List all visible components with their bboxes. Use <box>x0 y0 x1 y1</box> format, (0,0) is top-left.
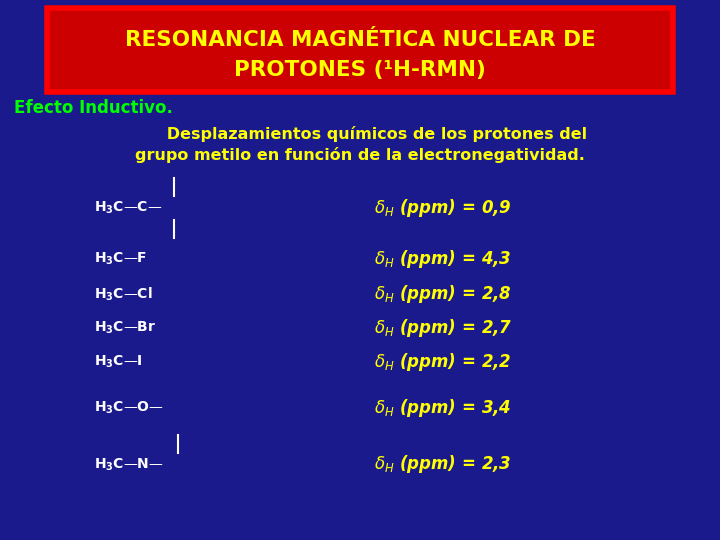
Text: $\mathregular{H_3C}$—C—: $\mathregular{H_3C}$—C— <box>94 200 162 216</box>
Text: $\mathregular{H_3C}$—Br: $\mathregular{H_3C}$—Br <box>94 320 156 336</box>
Text: Efecto Inductivo.: Efecto Inductivo. <box>14 99 174 117</box>
Text: $\delta_H$ (ppm) = 2,7: $\delta_H$ (ppm) = 2,7 <box>374 317 513 339</box>
FancyBboxPatch shape <box>47 8 673 92</box>
Text: RESONANCIA MAGNÉTICA NUCLEAR DE: RESONANCIA MAGNÉTICA NUCLEAR DE <box>125 30 595 51</box>
Text: grupo metilo en función de la electronegatividad.: grupo metilo en función de la electroneg… <box>135 147 585 163</box>
Text: $\mathregular{H_3C}$—N—: $\mathregular{H_3C}$—N— <box>94 456 163 472</box>
Text: Desplazamientos químicos de los protones del: Desplazamientos químicos de los protones… <box>133 126 587 142</box>
Text: PROTONES (¹H-RMN): PROTONES (¹H-RMN) <box>234 60 486 80</box>
Text: $\mathregular{H_3C}$—I: $\mathregular{H_3C}$—I <box>94 354 143 370</box>
Text: $\delta_H$ (ppm) = 2,2: $\delta_H$ (ppm) = 2,2 <box>374 351 512 373</box>
Text: $\delta_H$ (ppm) = 3,4: $\delta_H$ (ppm) = 3,4 <box>374 397 512 418</box>
Text: $\delta_H$ (ppm) = 2,8: $\delta_H$ (ppm) = 2,8 <box>374 284 512 305</box>
Text: $\mathregular{H_3C}$—F: $\mathregular{H_3C}$—F <box>94 251 147 267</box>
Text: $\mathregular{H_3C}$—O—: $\mathregular{H_3C}$—O— <box>94 400 163 416</box>
Text: $\delta_H$ (ppm) = 0,9: $\delta_H$ (ppm) = 0,9 <box>374 197 512 219</box>
Text: $\mathregular{H_3C}$—Cl: $\mathregular{H_3C}$—Cl <box>94 286 152 303</box>
Text: $\delta_H$ (ppm) = 2,3: $\delta_H$ (ppm) = 2,3 <box>374 454 512 475</box>
Text: $\delta_H$ (ppm) = 4,3: $\delta_H$ (ppm) = 4,3 <box>374 248 512 270</box>
